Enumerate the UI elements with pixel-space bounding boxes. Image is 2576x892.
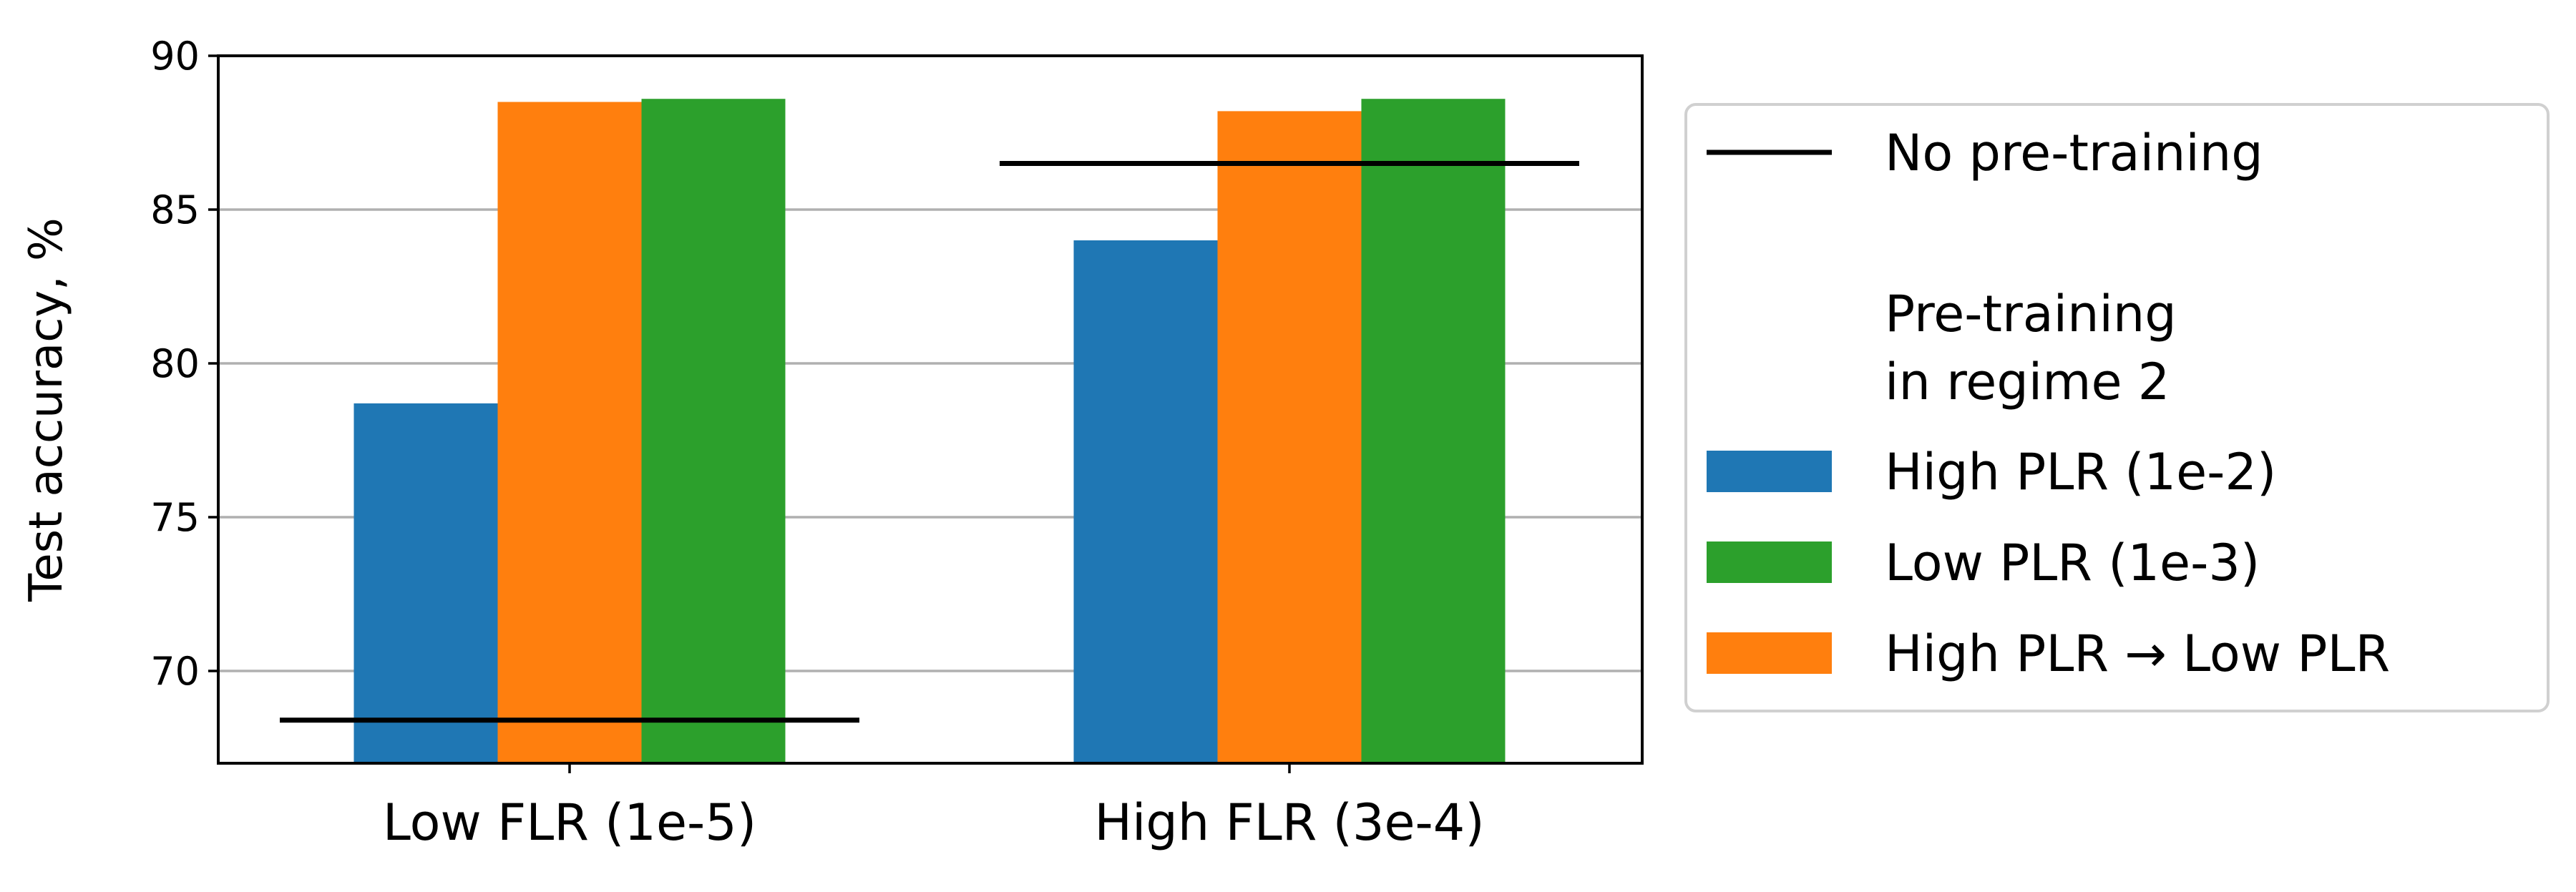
x-tick-label: High FLR (3e-4)	[1094, 793, 1484, 852]
legend-frame	[1684, 103, 2550, 712]
y-axis: 70 75 80 85 90	[150, 34, 218, 694]
legend-color-swatch	[1707, 451, 1832, 492]
bar	[353, 403, 498, 763]
y-tick-label: 90	[150, 34, 200, 79]
legend-header: Pre-training in regime 2	[1885, 285, 2177, 411]
legend-color-swatch	[1707, 541, 1832, 583]
bar	[1073, 240, 1218, 763]
y-tick-label: 80	[150, 341, 200, 386]
y-axis-label: Test accuracy, %	[20, 217, 73, 602]
bar	[1217, 111, 1362, 763]
bar	[1361, 99, 1506, 763]
reference-lines	[280, 161, 1579, 723]
legend-label: High PLR → Low PLR	[1885, 624, 2390, 683]
y-tick-label: 75	[150, 495, 200, 540]
bar	[641, 99, 786, 763]
x-axis: Low FLR (1e-5) High FLR (3e-4)	[383, 763, 1485, 852]
legend-label: High PLR (1e-2)	[1885, 443, 2276, 501]
legend: No pre-training Pre-training in regime 2 Hi…	[1684, 103, 2550, 712]
y-tick-label: 85	[150, 187, 200, 232]
plot-frame	[217, 54, 1644, 765]
legend-label: Low PLR (1e-3)	[1885, 534, 2260, 592]
y-tick-label: 70	[150, 649, 200, 694]
legend-label: No pre-training	[1885, 124, 2263, 182]
x-tick-label: Low FLR (1e-5)	[383, 793, 756, 852]
bars	[353, 99, 1506, 763]
bar	[497, 102, 642, 763]
legend-color-swatch	[1707, 632, 1832, 674]
